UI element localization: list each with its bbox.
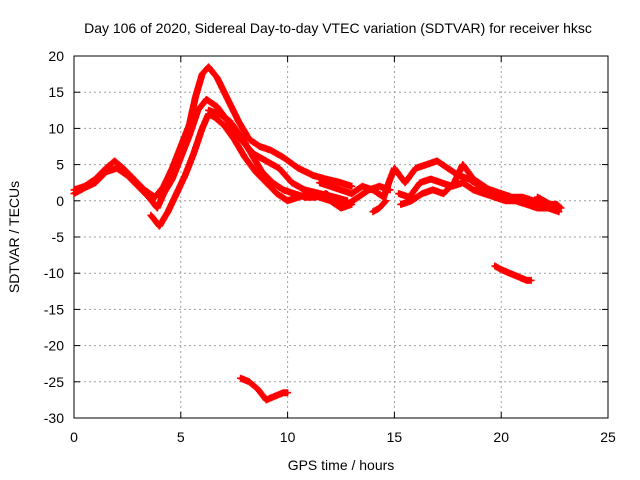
series-markers xyxy=(397,161,563,216)
series-markers xyxy=(237,374,292,404)
series-markers xyxy=(70,63,356,201)
series-markers xyxy=(205,106,394,208)
y-tick-labels: -30 -25 -20 -15 -10 -5 0 5 10 15 20 xyxy=(44,48,64,426)
series-track-9 xyxy=(534,193,565,212)
y-tick-label: 15 xyxy=(48,84,64,100)
x-tick-label: 20 xyxy=(493,429,509,445)
y-tick-label: -15 xyxy=(44,301,64,317)
x-tick-label: 10 xyxy=(280,429,296,445)
y-tick-label: 20 xyxy=(48,48,64,64)
x-axis-label: GPS time / hours xyxy=(288,457,395,473)
chart-title: Day 106 of 2020, Sidereal Day-to-day VTE… xyxy=(84,20,592,36)
y-tick-label: -10 xyxy=(44,265,64,281)
x-tick-labels: 0 5 10 15 20 25 xyxy=(70,429,616,445)
series-markers xyxy=(534,193,565,212)
x-tick-label: 5 xyxy=(177,429,185,445)
grid xyxy=(74,56,608,418)
x-tick-label: 15 xyxy=(387,429,403,445)
series-track-1 xyxy=(70,63,356,201)
y-tick-label: -25 xyxy=(44,374,64,390)
y-tick-label: -20 xyxy=(44,338,64,354)
y-tick-label: 0 xyxy=(56,193,64,209)
axis-ticks xyxy=(73,55,609,419)
y-axis-label: SDTVAR / TECUs xyxy=(6,181,22,293)
series-track-10 xyxy=(491,262,535,284)
y-tick-label: -5 xyxy=(52,229,65,245)
series-markers xyxy=(491,262,535,284)
x-tick-label: 0 xyxy=(70,429,78,445)
series-track-4 xyxy=(205,106,394,208)
data-points xyxy=(70,63,565,404)
x-tick-label: 25 xyxy=(600,429,616,445)
y-tick-label: -30 xyxy=(44,410,64,426)
series-track-7 xyxy=(397,161,563,216)
y-tick-label: 10 xyxy=(48,120,64,136)
series-markers xyxy=(369,197,390,216)
y-tick-label: 5 xyxy=(56,157,64,173)
series-track-11 xyxy=(237,374,292,404)
series-track-8 xyxy=(369,197,390,216)
